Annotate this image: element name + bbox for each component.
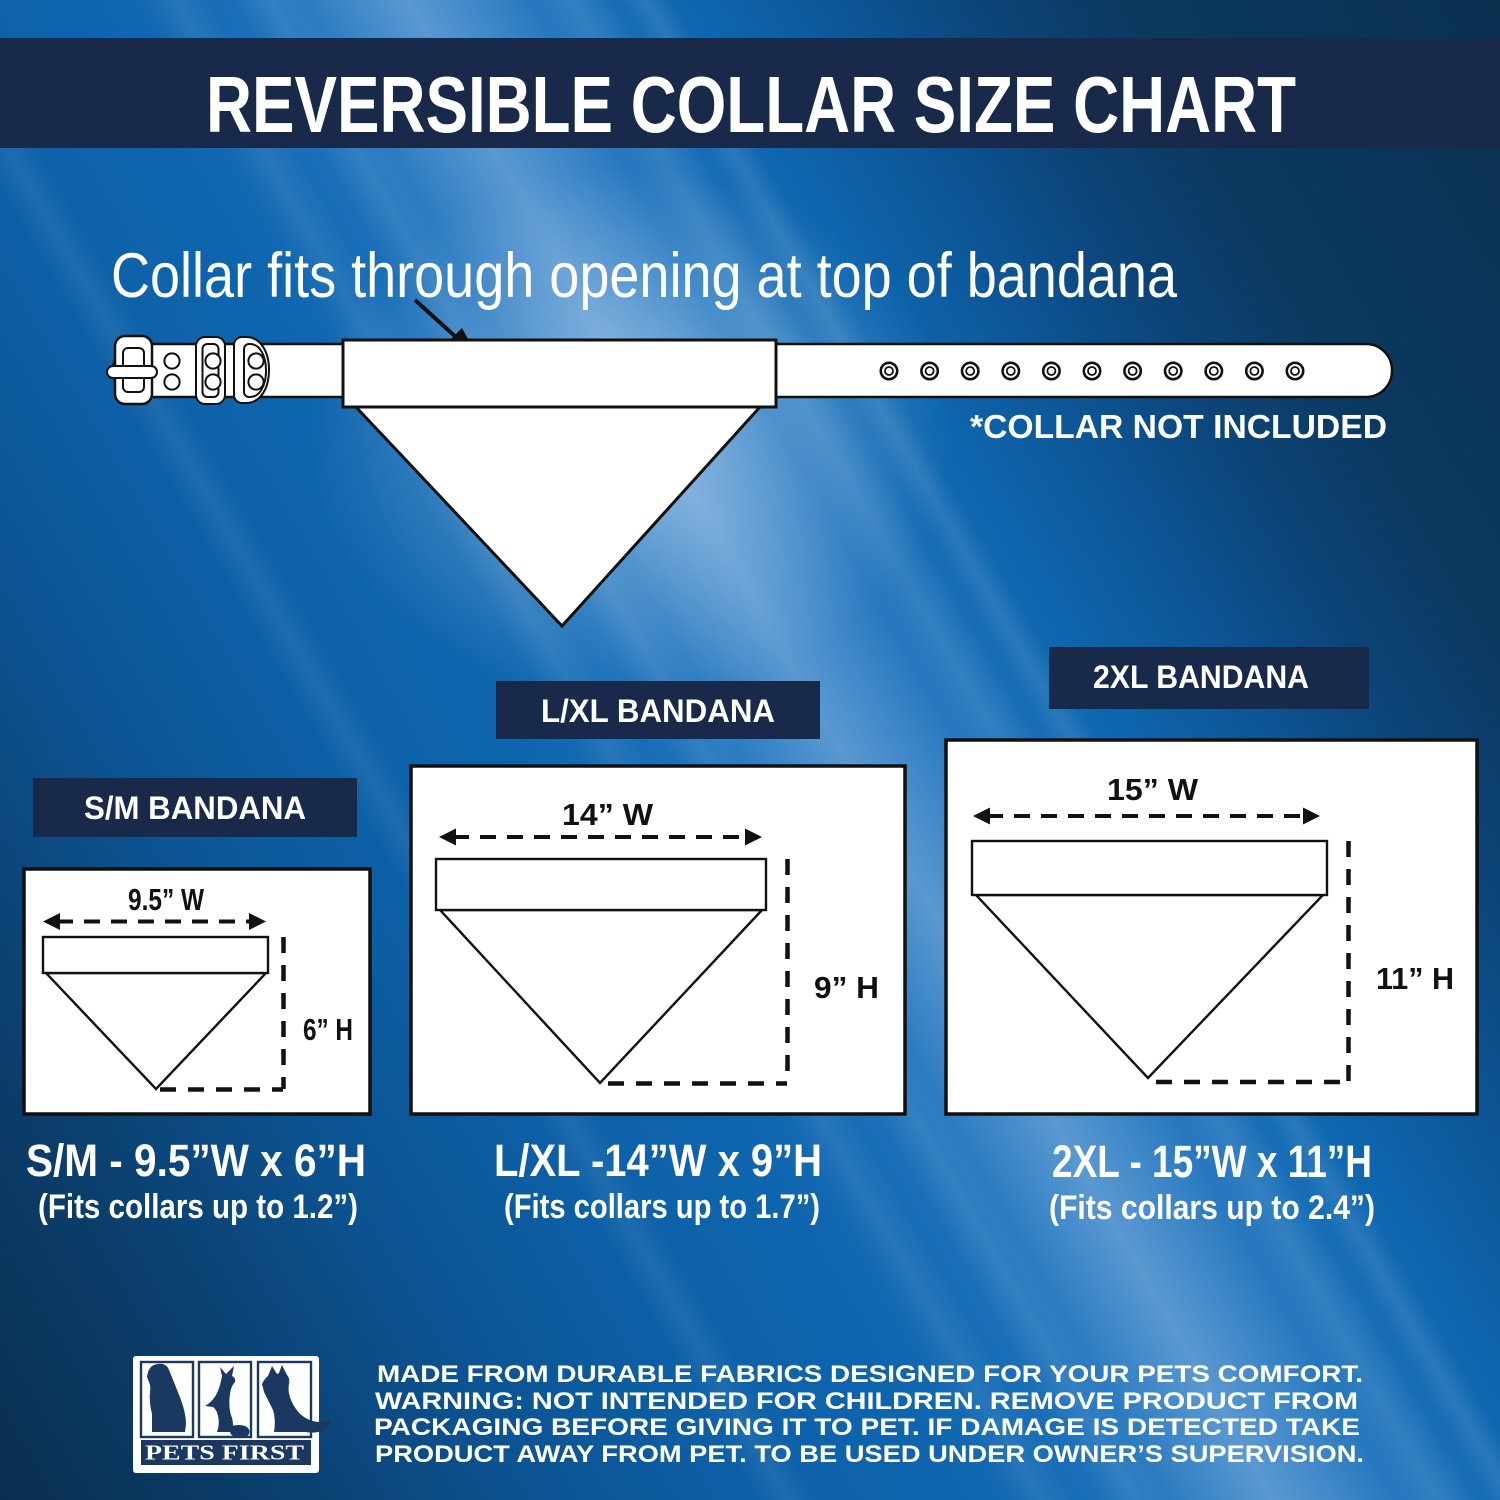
svg-text:15” W: 15” W [1107,772,1199,807]
svg-text:REVERSIBLE COLLAR SIZE CHART: REVERSIBLE COLLAR SIZE CHART [206,60,1296,149]
svg-text:Collar fits through opening at: Collar fits through opening at top of ba… [111,241,1178,311]
svg-text:L/XL BANDANA: L/XL BANDANA [541,693,775,729]
svg-text:S/M BANDANA: S/M BANDANA [84,790,306,826]
svg-text:9” H: 9” H [814,970,879,1005]
svg-text:L/XL -14”W x 9”H: L/XL -14”W x 9”H [494,1135,822,1186]
svg-text:2XL BANDANA: 2XL BANDANA [1093,659,1309,695]
svg-text:WARNING: NOT INTENDED FOR CHIL: WARNING: NOT INTENDED FOR CHILDREN. REMO… [375,1388,1358,1415]
svg-text:6” H: 6” H [303,1012,353,1047]
svg-text:11” H: 11” H [1376,961,1454,996]
svg-text:(Fits collars up to 1.2”): (Fits collars up to 1.2”) [38,1188,358,1226]
svg-text:PRODUCT AWAY FROM PET. TO BE U: PRODUCT AWAY FROM PET. TO BE USED UNDER … [375,1441,1364,1468]
svg-text:S/M - 9.5”W x 6”H: S/M - 9.5”W x 6”H [26,1135,366,1186]
svg-text:9.5” W: 9.5” W [128,882,205,917]
svg-text:2XL - 15”W x 11”H: 2XL - 15”W x 11”H [1052,1136,1372,1187]
svg-text:*COLLAR NOT INCLUDED: *COLLAR NOT INCLUDED [970,408,1387,445]
svg-text:PACKAGING BEFORE GIVING IT TO: PACKAGING BEFORE GIVING IT TO PET. IF DA… [374,1414,1360,1441]
svg-text:(Fits collars up to 1.7”): (Fits collars up to 1.7”) [504,1188,820,1226]
svg-text:PETS FIRST: PETS FIRST [145,1441,304,1465]
svg-text:14” W: 14” W [562,797,654,832]
svg-text:MADE FROM DURABLE FABRICS DESI: MADE FROM DURABLE FABRICS DESIGNED FOR Y… [377,1361,1363,1388]
svg-text:(Fits collars up to 2.4”): (Fits collars up to 2.4”) [1049,1189,1375,1227]
